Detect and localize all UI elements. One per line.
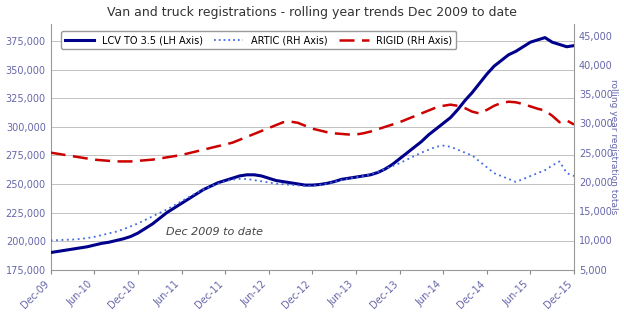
Legend: LCV TO 3.5 (LH Axis), ARTIC (RH Axis), RIGID (RH Axis): LCV TO 3.5 (LH Axis), ARTIC (RH Axis), R…: [61, 31, 456, 49]
Y-axis label: rolling year registration totals: rolling year registration totals: [610, 79, 618, 215]
Text: Dec 2009 to date: Dec 2009 to date: [166, 227, 263, 237]
Title: Van and truck registrations - rolling year trends Dec 2009 to date: Van and truck registrations - rolling ye…: [107, 6, 517, 19]
